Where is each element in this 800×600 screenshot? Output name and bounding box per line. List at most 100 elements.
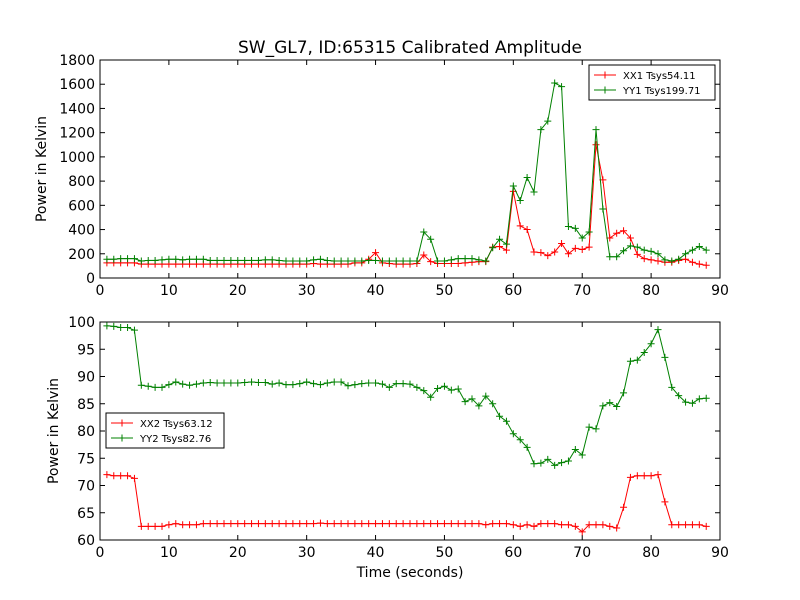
- data-point: [530, 522, 538, 530]
- data-point: [523, 173, 531, 181]
- data-point: [509, 521, 517, 529]
- data-point: [564, 223, 572, 231]
- data-point: [688, 399, 696, 407]
- legend-label: XX1 Tsys54.11: [623, 71, 696, 82]
- data-point: [303, 378, 311, 386]
- data-point: [399, 520, 407, 528]
- y-tick-label: 600: [68, 198, 95, 214]
- data-point: [461, 520, 469, 528]
- y-tick-label: 1000: [59, 150, 95, 166]
- data-point: [186, 521, 194, 529]
- data-point: [144, 522, 152, 530]
- data-point: [544, 117, 552, 125]
- data-point: [427, 235, 435, 243]
- data-point: [406, 380, 414, 388]
- data-point: [213, 520, 221, 528]
- data-point: [206, 520, 214, 528]
- data-point: [668, 521, 676, 529]
- data-point: [654, 250, 662, 258]
- data-point: [620, 389, 628, 397]
- data-point: [103, 255, 111, 263]
- data-point: [544, 455, 552, 463]
- data-point: [461, 398, 469, 406]
- data-point: [254, 520, 262, 528]
- data-point: [537, 459, 545, 467]
- y-tick-label: 65: [77, 506, 95, 522]
- data-point: [496, 243, 504, 251]
- data-point: [427, 258, 435, 266]
- data-point: [206, 256, 214, 264]
- data-point: [585, 423, 593, 431]
- legend-label: YY2 Tsys82.76: [139, 434, 211, 445]
- data-point: [626, 357, 634, 365]
- data-point: [440, 257, 448, 265]
- data-point: [585, 243, 593, 251]
- data-point: [351, 381, 359, 389]
- data-point: [268, 256, 276, 264]
- data-point: [502, 240, 510, 248]
- x-tick-label: 40: [367, 283, 385, 299]
- data-point: [482, 392, 490, 400]
- data-point: [151, 256, 159, 264]
- data-point: [254, 256, 262, 264]
- data-point: [234, 520, 242, 528]
- data-point: [626, 242, 634, 250]
- data-point: [282, 520, 290, 528]
- data-point: [296, 520, 304, 528]
- x-tick-label: 40: [367, 545, 385, 561]
- data-point: [571, 244, 579, 252]
- data-point: [468, 255, 476, 263]
- data-point: [537, 126, 545, 134]
- y-axis-label: Power in Kelvin: [34, 116, 50, 222]
- x-tick-label: 60: [504, 283, 522, 299]
- legend-marker: [601, 86, 609, 94]
- x-tick-label: 10: [160, 283, 178, 299]
- data-point: [599, 402, 607, 410]
- data-point: [489, 520, 497, 528]
- x-tick-label: 30: [298, 283, 316, 299]
- data-point: [578, 234, 586, 242]
- data-point: [571, 446, 579, 454]
- data-point: [117, 255, 125, 263]
- data-point: [654, 471, 662, 479]
- series-line: [106, 144, 707, 266]
- data-point: [454, 385, 462, 393]
- data-point: [592, 141, 600, 149]
- data-point: [633, 250, 641, 258]
- legend-marker: [601, 71, 609, 79]
- data-point: [137, 257, 145, 265]
- data-point: [372, 256, 380, 264]
- data-point: [186, 381, 194, 389]
- data-point: [275, 256, 283, 264]
- data-point: [351, 257, 359, 265]
- data-point: [502, 417, 510, 425]
- data-point: [502, 520, 510, 528]
- data-point: [254, 378, 262, 386]
- data-point: [702, 394, 710, 402]
- data-point: [310, 380, 318, 388]
- data-point: [165, 381, 173, 389]
- data-point: [613, 524, 621, 532]
- data-point: [330, 520, 338, 528]
- y-tick-label: 80: [77, 424, 95, 440]
- top-panel: 0 10 20 30 40 50 60 70 80 90 0 200 400 600 800 1000 1200…: [34, 53, 729, 299]
- data-point: [137, 522, 145, 530]
- data-point: [530, 460, 538, 468]
- data-point: [268, 380, 276, 388]
- y-tick-label: 100: [68, 315, 95, 331]
- data-point: [633, 243, 641, 251]
- data-point: [695, 521, 703, 529]
- data-point: [392, 380, 400, 388]
- data-point: [158, 256, 166, 264]
- y-tick-label: 1400: [59, 101, 95, 117]
- data-point: [179, 521, 187, 529]
- data-point: [654, 326, 662, 334]
- data-point: [406, 257, 414, 265]
- data-point: [303, 257, 311, 265]
- data-point: [192, 380, 200, 388]
- data-point: [344, 257, 352, 265]
- x-tick-label: 90: [711, 545, 729, 561]
- data-point: [144, 256, 152, 264]
- chart-title: SW_GL7, ID:65315 Calibrated Amplitude: [238, 38, 582, 58]
- data-point: [447, 256, 455, 264]
